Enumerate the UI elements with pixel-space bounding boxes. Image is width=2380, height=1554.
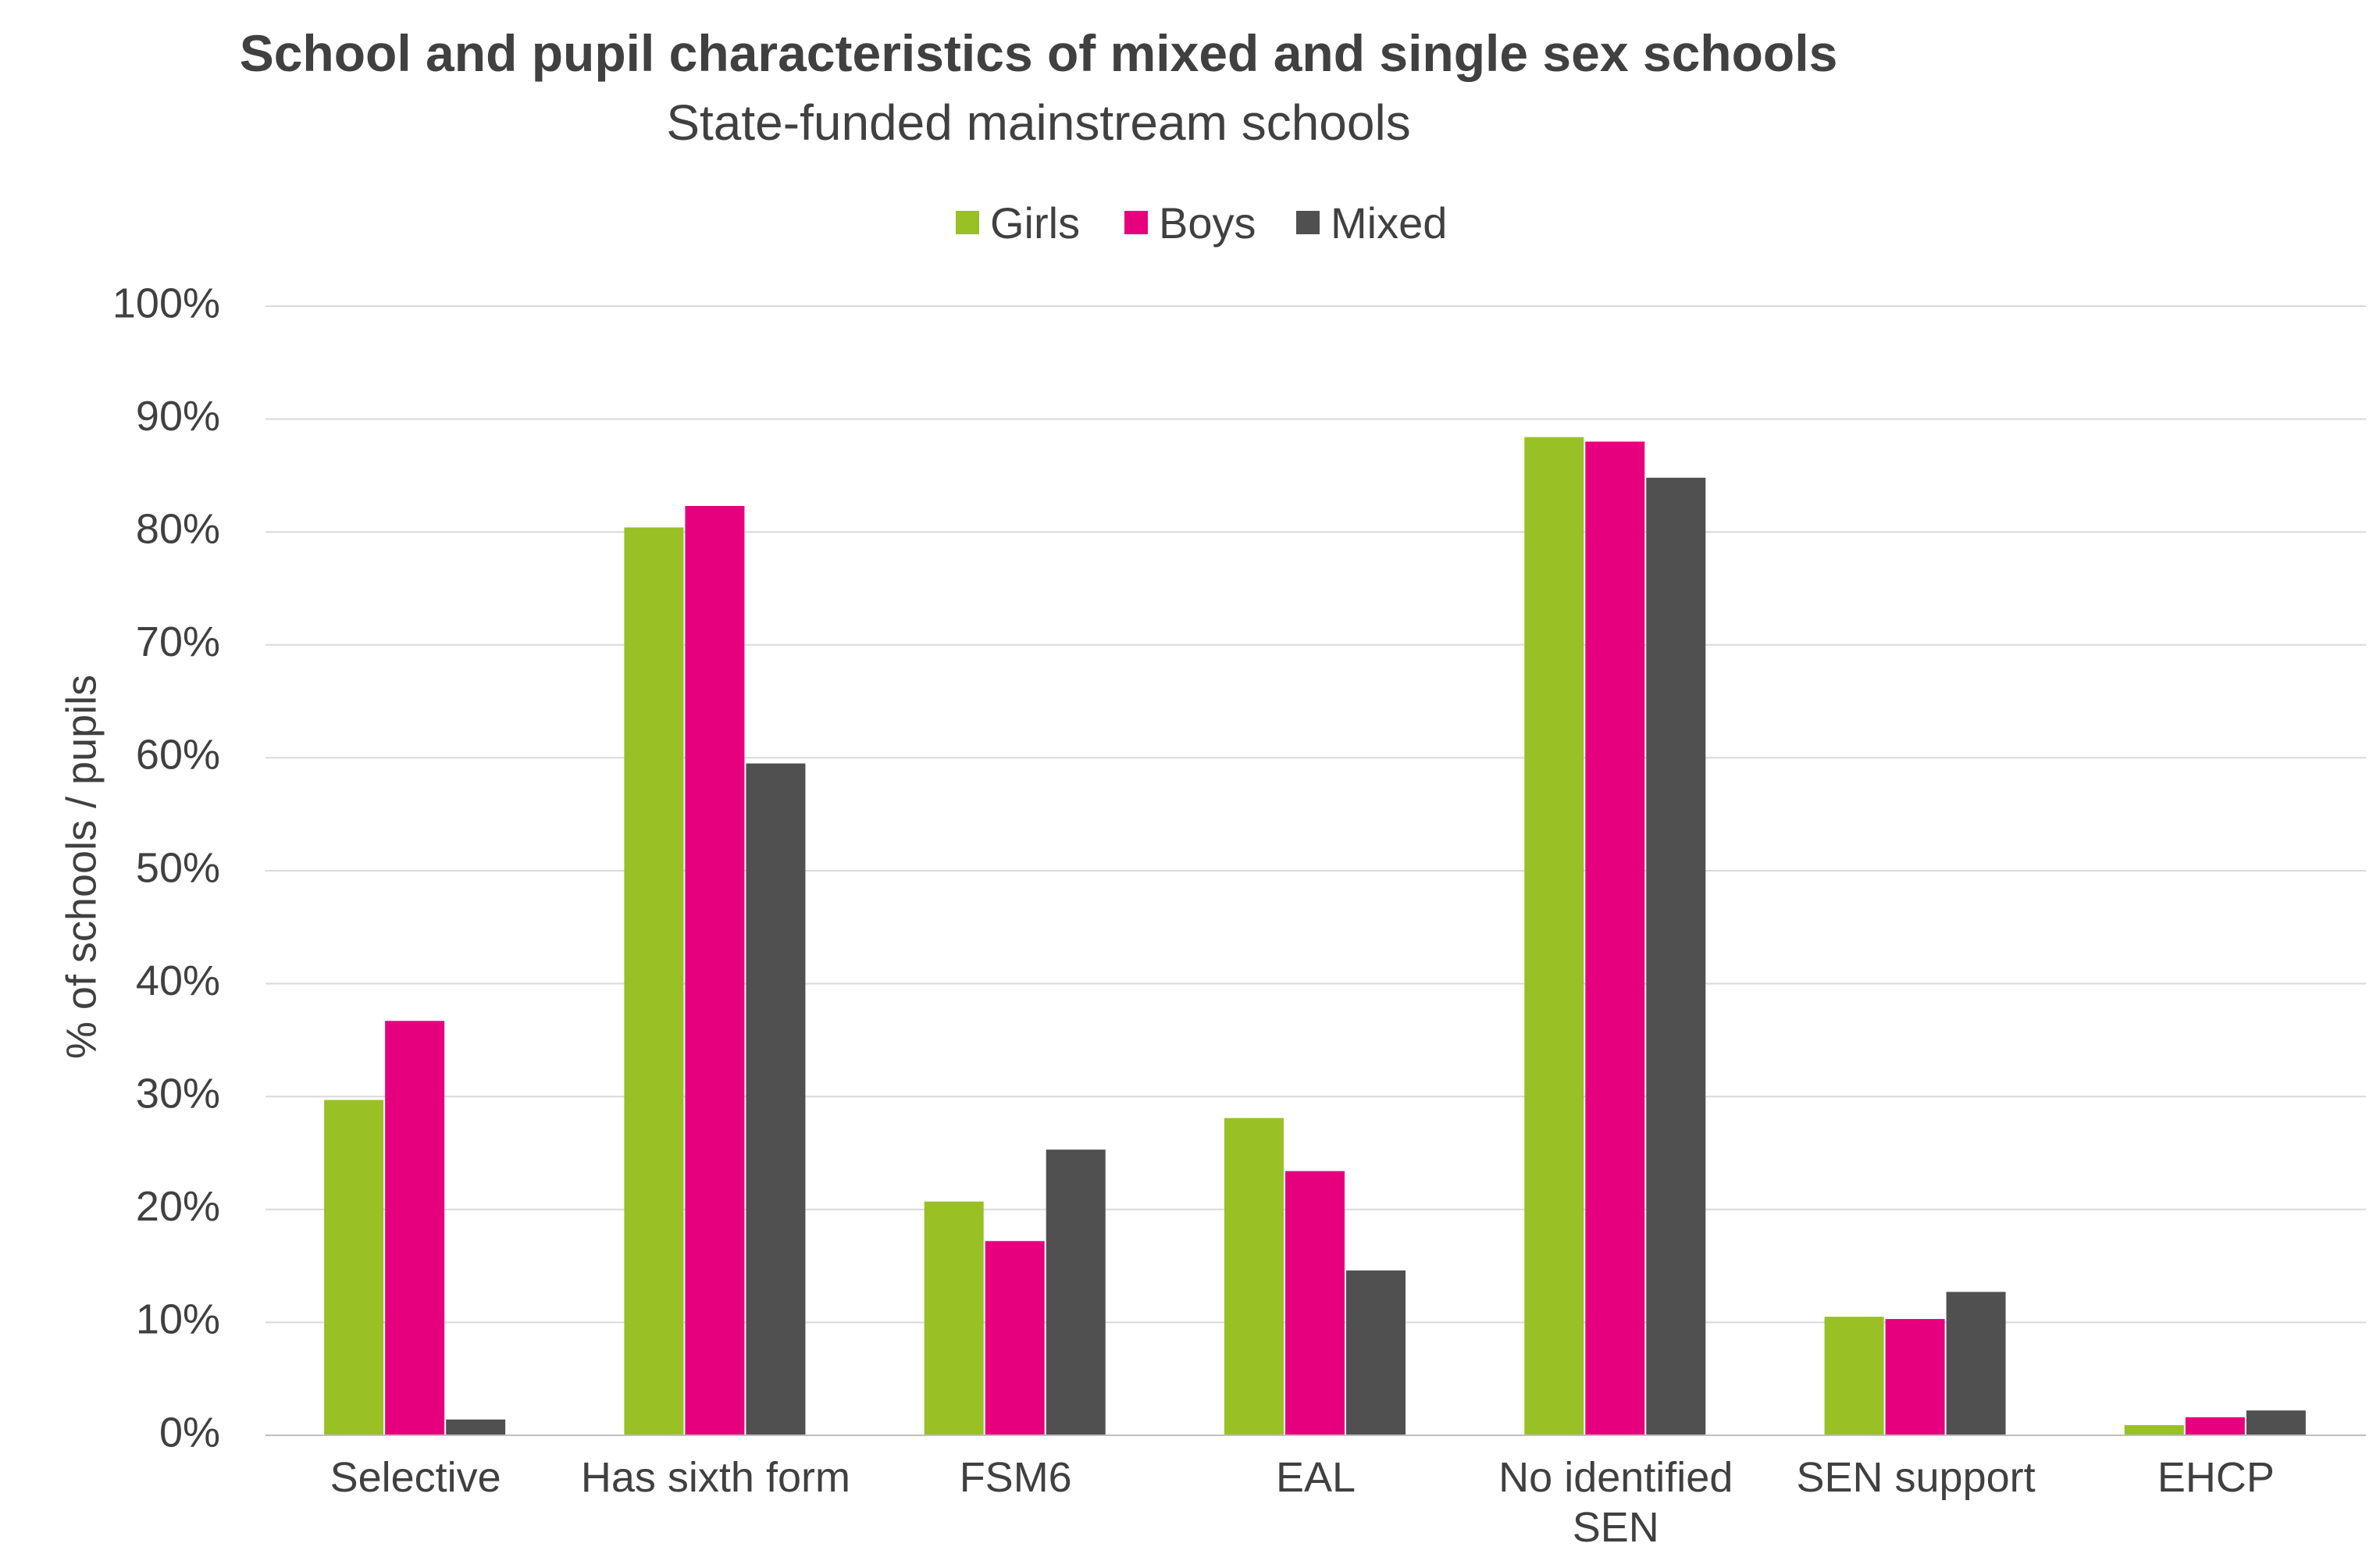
legend-label-boys: Boys [1159,198,1256,248]
bar-mixed [1946,1292,2006,1435]
bars [324,437,2306,1435]
bar-boys [985,1241,1045,1435]
bar-mixed [446,1419,506,1435]
chart-title: School and pupil characteristics of mixe… [239,24,1838,82]
bar-girls [1524,437,1584,1435]
x-tick-label: Selective [330,1454,501,1501]
bar-girls [924,1201,984,1435]
x-tick-label: FSM6 [960,1454,1072,1501]
y-tick-label: 30% [136,1070,220,1117]
legend-swatch-girls [956,211,979,234]
x-tick-label: EAL [1276,1454,1356,1501]
y-tick-label: 50% [136,844,220,891]
bar-boys [1285,1171,1345,1435]
legend-item-boys: Boys [1124,191,1256,254]
y-tick-label: 20% [136,1183,220,1230]
y-axis-ticks: 0% 10% 20% 30% 40% 50% 60% 70% 80% 90% 100% [112,280,220,1456]
x-tick-label: No identified SEN [1498,1454,1733,1551]
y-tick-label: 10% [136,1296,220,1343]
y-tick-label: 70% [136,618,220,665]
bar-mixed [1046,1149,1106,1435]
y-tick-label: 90% [136,393,220,440]
x-axis-ticks: Selective Has sixth form FSM6 EAL No identif… [330,1454,2275,1551]
y-axis-title: % of schools / pupils [58,675,105,1059]
chart-subtitle: State-funded mainstream schools [666,94,1411,151]
legend-label-mixed: Mixed [1331,198,1448,248]
x-tick-label: EHCP [2157,1454,2275,1501]
y-tick-label: 0% [159,1409,220,1456]
y-tick-label: 80% [136,505,220,552]
bar-girls [324,1100,384,1435]
bar-boys [685,505,745,1435]
bar-boys [385,1021,445,1435]
bar-girls [2124,1424,2184,1435]
legend-swatch-boys [1124,211,1148,234]
bar-girls [1224,1117,1284,1435]
legend-item-girls: Girls [956,191,1080,254]
legend: Girls Boys Mixed [0,191,2380,254]
bar-mixed [1646,477,1706,1435]
legend-swatch-mixed [1296,211,1320,234]
bar-mixed [2246,1410,2306,1435]
y-tick-label: 40% [136,957,220,1004]
x-tick-label: SEN support [1796,1454,2035,1501]
bar-boys [1885,1319,1945,1435]
legend-item-mixed: Mixed [1296,191,1447,254]
y-tick-label: 100% [112,280,220,326]
bar-mixed [1346,1270,1406,1435]
bar-boys [1585,441,1645,1435]
y-tick-label: 60% [136,732,220,779]
x-tick-label: Has sixth form [581,1454,850,1501]
bar-mixed [746,763,806,1435]
bar-boys [2185,1417,2245,1435]
bar-girls [1824,1317,1884,1435]
legend-label-girls: Girls [990,198,1081,248]
gridlines [265,305,2366,1324]
bar-girls [624,527,684,1435]
